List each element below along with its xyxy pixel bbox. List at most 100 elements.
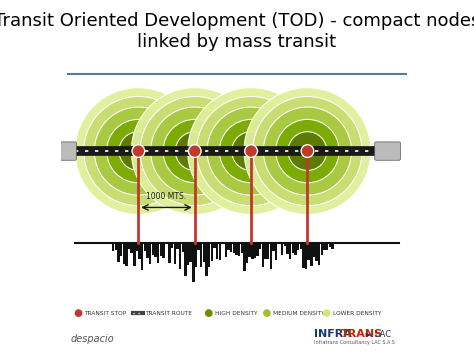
Circle shape [74,309,82,317]
Circle shape [151,107,239,195]
Bar [331,243,334,249]
Text: INFRA: INFRA [314,329,352,339]
Bar [305,243,307,269]
Bar [213,243,216,248]
Circle shape [205,309,213,317]
Circle shape [276,119,339,183]
Bar [320,243,323,255]
Bar [289,243,292,259]
Bar [149,243,151,264]
Bar [254,243,256,258]
Bar [117,243,119,262]
Bar [323,243,326,250]
Text: LOWER DENSITY: LOWER DENSITY [333,311,381,316]
Bar [267,243,269,259]
Bar [200,243,202,267]
Bar [310,243,312,266]
Circle shape [323,309,331,317]
Bar [205,243,208,276]
Bar [246,243,248,263]
Circle shape [163,119,227,183]
Bar [243,243,246,271]
Bar [190,243,192,262]
Bar [219,243,221,260]
Bar [281,243,283,255]
Bar [136,243,138,251]
Bar [195,243,197,267]
Bar [162,243,164,258]
Bar [192,243,194,282]
Bar [233,243,235,253]
Text: HIGH DENSITY: HIGH DENSITY [215,311,257,316]
Bar [168,243,171,263]
Bar [313,243,315,257]
Bar [208,243,210,267]
Circle shape [263,309,271,317]
Bar [251,243,254,258]
Bar [141,243,144,270]
Bar [235,243,237,255]
Circle shape [84,97,193,206]
Circle shape [131,88,258,214]
Text: Transit Oriented Development (TOD) - compact nodes
linked by mass transit: Transit Oriented Development (TOD) - com… [0,12,474,51]
Bar [315,243,318,261]
Bar [112,243,114,251]
Bar [123,243,125,264]
Bar [270,243,272,269]
Circle shape [188,145,201,157]
Circle shape [245,145,257,157]
Text: despacio: despacio [71,334,115,344]
Bar [133,243,136,266]
Circle shape [232,132,271,170]
Bar [203,243,205,262]
Bar [302,243,305,268]
Bar [182,243,184,252]
Bar [264,243,267,259]
Bar [272,243,274,251]
FancyBboxPatch shape [375,142,401,160]
Text: ► LAC: ► LAC [363,330,391,339]
Bar [308,243,310,261]
Bar [157,243,159,263]
Bar [120,243,122,256]
Circle shape [75,88,202,214]
Bar [173,243,176,264]
Text: TRANSIT ROUTE: TRANSIT ROUTE [146,311,192,316]
Bar [275,243,277,260]
Bar [216,243,219,259]
Circle shape [140,97,249,206]
Bar [318,243,320,265]
Text: TRANSIT STOP: TRANSIT STOP [84,311,127,316]
Bar [197,243,200,251]
Bar [230,243,232,252]
Circle shape [244,88,371,214]
Bar [184,243,187,277]
Bar [286,243,289,254]
Circle shape [94,107,182,195]
Bar [225,243,227,257]
Circle shape [175,132,214,170]
Bar [326,243,328,251]
Bar [171,243,173,248]
Circle shape [207,107,295,195]
Circle shape [107,119,170,183]
Bar [256,243,259,256]
Circle shape [288,132,327,170]
Bar [328,243,331,247]
Bar [259,243,262,249]
Bar [176,243,179,249]
Bar [292,243,294,252]
Circle shape [119,132,158,170]
Text: 1000 MTS.: 1000 MTS. [146,192,187,201]
FancyBboxPatch shape [51,142,76,160]
Circle shape [253,97,362,206]
Bar [146,243,149,258]
Bar [152,243,154,255]
Circle shape [132,145,145,157]
Bar [210,243,213,261]
Circle shape [301,145,314,157]
Circle shape [219,119,283,183]
Bar [130,243,133,253]
Circle shape [197,97,306,206]
Text: TRANS: TRANS [341,329,383,339]
